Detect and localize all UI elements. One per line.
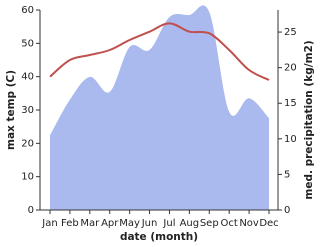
y-tick-label: 40 bbox=[21, 72, 34, 83]
x-tick-label: May bbox=[119, 218, 140, 229]
y-tick-label: 50 bbox=[21, 38, 34, 49]
x-tick-label: Sep bbox=[200, 218, 219, 229]
x-tick-label: Jan bbox=[41, 218, 57, 229]
x-tick-label: Dec bbox=[259, 218, 278, 229]
y-tick-label: 10 bbox=[21, 172, 34, 183]
x-tick-label: Jun bbox=[141, 218, 158, 229]
y-tick-label: 0 bbox=[28, 205, 34, 216]
x-tick-label: Nov bbox=[239, 218, 259, 229]
y-tick-label: 30 bbox=[21, 105, 34, 116]
y2-tick-label: 10 bbox=[284, 134, 297, 145]
x-tick-label: Mar bbox=[80, 218, 100, 229]
precipitation-area bbox=[50, 5, 269, 211]
y2-tick-label: 20 bbox=[284, 63, 297, 74]
x-tick-label: Aug bbox=[180, 218, 200, 229]
x-tick-label: Jul bbox=[162, 218, 175, 229]
y2-tick-label: 5 bbox=[284, 169, 290, 180]
y2-tick-label: 0 bbox=[284, 205, 290, 216]
x-axis-label: date (month) bbox=[120, 231, 198, 243]
x-tick-label: Apr bbox=[101, 218, 119, 229]
x-tick-label: Oct bbox=[221, 218, 238, 229]
y2-tick-label: 25 bbox=[284, 27, 297, 38]
y-tick-label: 20 bbox=[21, 138, 34, 149]
y2-tick-label: 15 bbox=[284, 98, 297, 109]
temperature-line bbox=[49, 22, 270, 81]
y2-axis-label: med. precipitation (kg/m2) bbox=[303, 40, 315, 199]
x-tick-label: Feb bbox=[61, 218, 79, 229]
y-axis-label: max temp (C) bbox=[5, 70, 17, 150]
y-tick-label: 60 bbox=[21, 5, 34, 16]
